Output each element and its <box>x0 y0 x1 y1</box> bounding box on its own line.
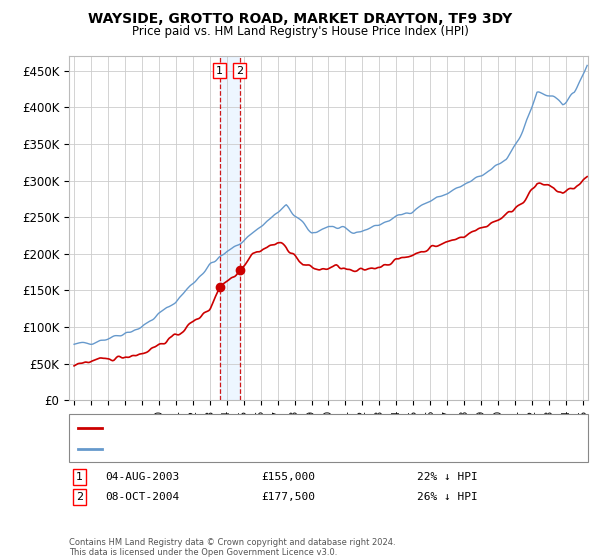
Text: WAYSIDE, GROTTO ROAD, MARKET DRAYTON, TF9 3DY: WAYSIDE, GROTTO ROAD, MARKET DRAYTON, TF… <box>88 12 512 26</box>
Text: 2: 2 <box>76 492 83 502</box>
Text: 08-OCT-2004: 08-OCT-2004 <box>105 492 179 502</box>
Text: £177,500: £177,500 <box>261 492 315 502</box>
Text: 2: 2 <box>236 66 244 76</box>
Text: HPI: Average price, detached house, Shropshire: HPI: Average price, detached house, Shro… <box>106 444 355 454</box>
Text: WAYSIDE, GROTTO ROAD, MARKET DRAYTON, TF9 3DY (detached house): WAYSIDE, GROTTO ROAD, MARKET DRAYTON, TF… <box>106 423 483 433</box>
Text: 1: 1 <box>216 66 223 76</box>
Bar <box>220 56 240 400</box>
Text: 22% ↓ HPI: 22% ↓ HPI <box>417 472 478 482</box>
Text: 26% ↓ HPI: 26% ↓ HPI <box>417 492 478 502</box>
Text: 1: 1 <box>76 472 83 482</box>
Text: Price paid vs. HM Land Registry's House Price Index (HPI): Price paid vs. HM Land Registry's House … <box>131 25 469 38</box>
Text: 04-AUG-2003: 04-AUG-2003 <box>105 472 179 482</box>
Text: £155,000: £155,000 <box>261 472 315 482</box>
Text: Contains HM Land Registry data © Crown copyright and database right 2024.
This d: Contains HM Land Registry data © Crown c… <box>69 538 395 557</box>
